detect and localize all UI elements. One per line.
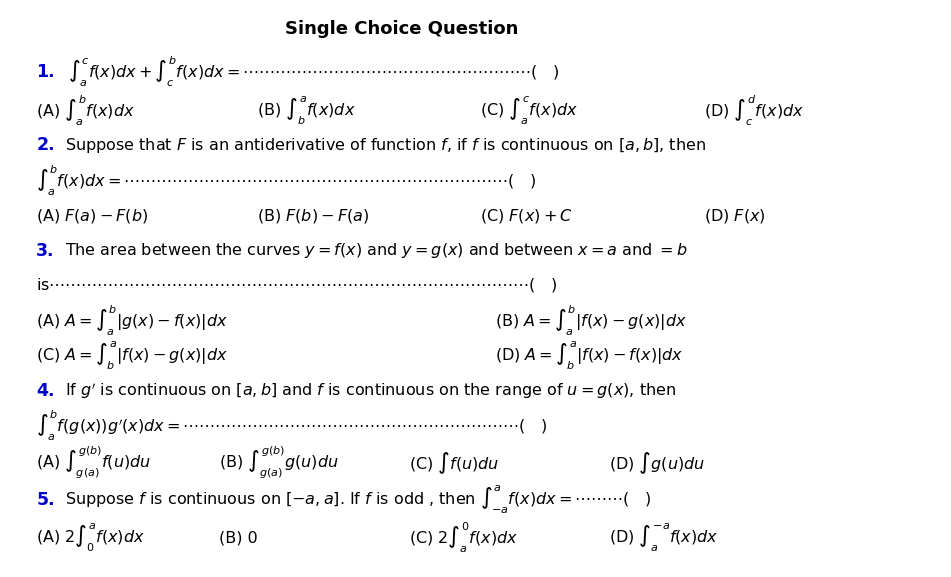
Text: $\int_a^b f(x)dx =\cdots\cdots\cdots\cdots\cdots\cdots\cdots\cdots\cdots\cdots\c: $\int_a^b f(x)dx =\cdots\cdots\cdots\cdo…	[36, 164, 536, 198]
Text: 3.: 3.	[36, 242, 54, 260]
Text: Suppose $f$ is continuous on $[-a, a]$. If $f$ is odd , then $\int_{-a}^{a} f(x): Suppose $f$ is continuous on $[-a, a]$. …	[65, 484, 651, 516]
Text: (D) $\int_a^{-a} f(x)dx$: (D) $\int_a^{-a} f(x)dx$	[609, 522, 718, 554]
Text: (B) $F(b)-F(a)$: (B) $F(b)-F(a)$	[257, 207, 369, 226]
Text: Suppose that $F$ is an antiderivative of function $f$, if $f$ is continuous on $: Suppose that $F$ is an antiderivative of…	[65, 136, 706, 155]
Text: (A) $\int_{g(a)}^{g(b)} f(u)du$: (A) $\int_{g(a)}^{g(b)} f(u)du$	[36, 445, 151, 481]
Text: $\int_a^b f(g(x))g'(x)dx =\cdots\cdots\cdots\cdots\cdots\cdots\cdots\cdots\cdots: $\int_a^b f(g(x))g'(x)dx =\cdots\cdots\c…	[36, 409, 548, 443]
Text: (C) $\int f(u)du$: (C) $\int f(u)du$	[409, 450, 499, 475]
Text: (A) $F(a)-F(b)$: (A) $F(a)-F(b)$	[36, 207, 148, 226]
Text: If $g'$ is continuous on $[a, b]$ and $f$ is continuous on the range of $u = g(x: If $g'$ is continuous on $[a, b]$ and $f…	[65, 380, 676, 401]
Text: The area between the curves $y = f(x)$ and $y = g(x)$ and between $x = a$ and $=: The area between the curves $y = f(x)$ a…	[65, 242, 688, 260]
Text: (B) $\int_b^a f(x)dx$: (B) $\int_b^a f(x)dx$	[257, 95, 356, 127]
Text: (A) $A=\int_a^b |g(x)-f(x)|dx$: (A) $A=\int_a^b |g(x)-f(x)|dx$	[36, 304, 228, 338]
Text: (A) $2\int_0^a f(x)dx$: (A) $2\int_0^a f(x)dx$	[36, 522, 145, 554]
Text: (D) $F(x)$: (D) $F(x)$	[704, 207, 766, 226]
Text: (C) $2\int_a^0 f(x)dx$: (C) $2\int_a^0 f(x)dx$	[409, 520, 518, 555]
Text: (C) $F(x)+C$: (C) $F(x)+C$	[480, 207, 573, 226]
Text: 2.: 2.	[36, 136, 55, 155]
Text: 4.: 4.	[36, 381, 54, 400]
Text: (C) $\int_a^c f(x)dx$: (C) $\int_a^c f(x)dx$	[480, 95, 578, 127]
Text: (A) $\int_a^b f(x)dx$: (A) $\int_a^b f(x)dx$	[36, 93, 135, 128]
Text: (B) $\int_{g(a)}^{g(b)} g(u)du$: (B) $\int_{g(a)}^{g(b)} g(u)du$	[219, 445, 339, 481]
Text: (D) $\int g(u)du$: (D) $\int g(u)du$	[609, 450, 705, 475]
Text: (C) $A=\int_b^a |f(x)-g(x)|dx$: (C) $A=\int_b^a |f(x)-g(x)|dx$	[36, 340, 228, 372]
Text: 1.: 1.	[36, 63, 55, 81]
Text: is$\cdots\cdots\cdots\cdots\cdots\cdots\cdots\cdots\cdots\cdots\cdots\cdots\cdot: is$\cdots\cdots\cdots\cdots\cdots\cdots\…	[36, 276, 557, 294]
Text: (B) $A=\int_a^b |f(x)-g(x)|dx$: (B) $A=\int_a^b |f(x)-g(x)|dx$	[495, 304, 687, 338]
Text: Single Choice Question: Single Choice Question	[285, 20, 518, 38]
Text: (D) $\int_c^d f(x)dx$: (D) $\int_c^d f(x)dx$	[704, 93, 804, 128]
Text: (D) $A=\int_b^a |f(x)-f(x)|dx$: (D) $A=\int_b^a |f(x)-f(x)|dx$	[495, 340, 683, 372]
Text: $\int_a^c f(x)dx + \int_c^b f(x)dx =\cdots\cdots\cdots\cdots\cdots\cdots\cdots\c: $\int_a^c f(x)dx + \int_c^b f(x)dx =\cdo…	[68, 55, 560, 89]
Text: 5.: 5.	[36, 491, 55, 509]
Text: (B) 0: (B) 0	[219, 530, 258, 545]
